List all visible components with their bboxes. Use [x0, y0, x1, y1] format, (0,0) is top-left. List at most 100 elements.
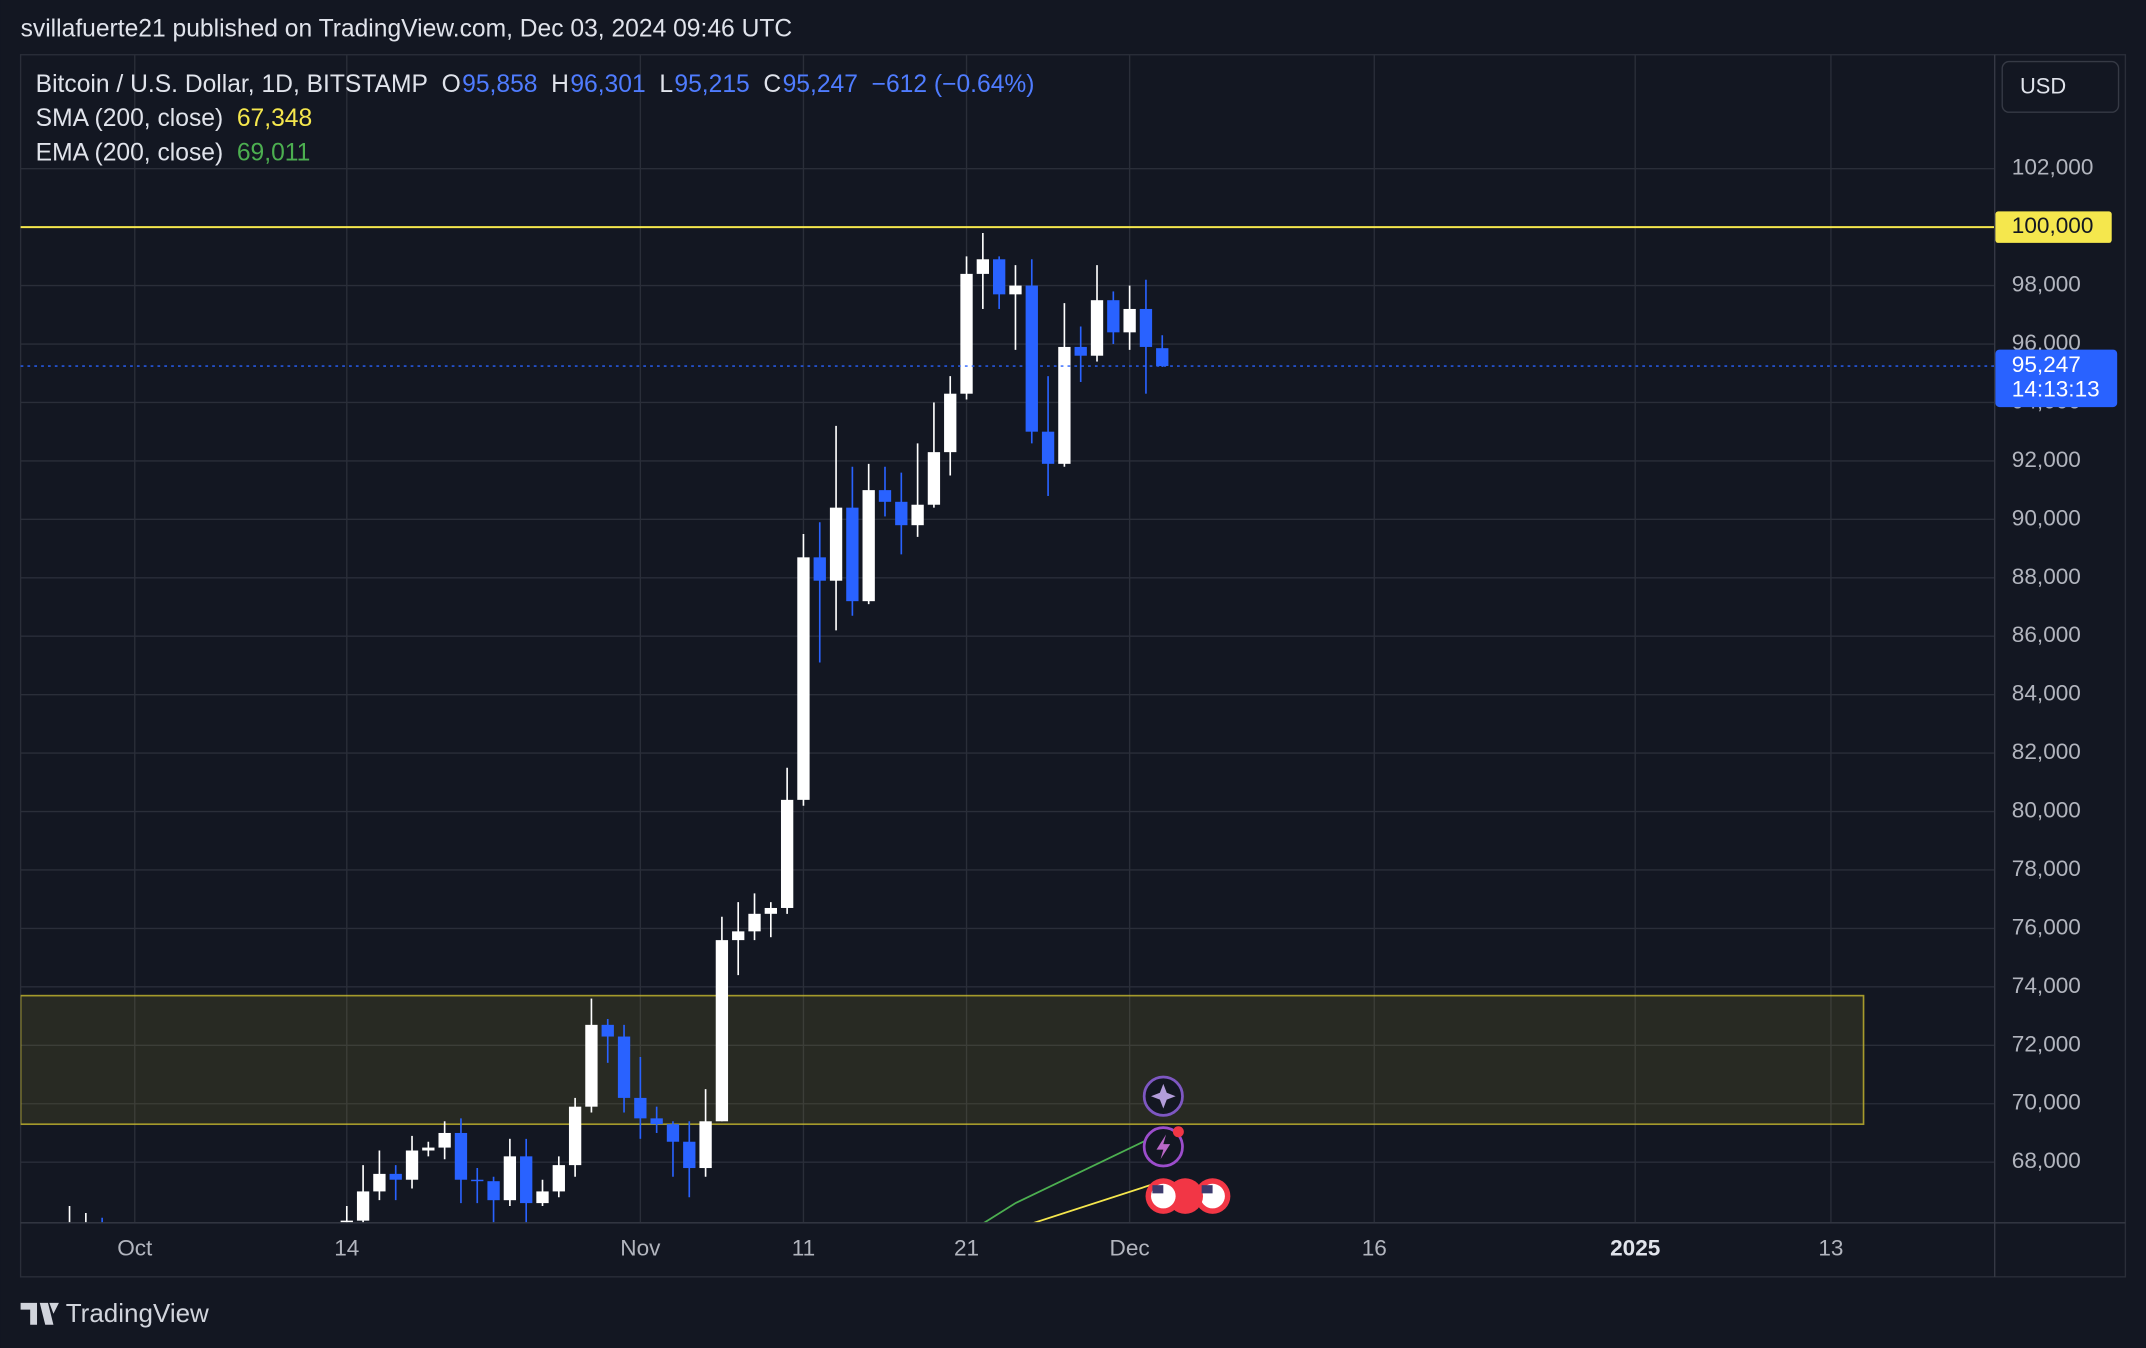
candle-body: [1123, 308, 1136, 333]
level-label: 100,000: [2012, 213, 2094, 238]
candle-body: [927, 452, 941, 505]
y-tick-label: 88,000: [2012, 564, 2081, 589]
last-price-label: 95,247: [2012, 352, 2081, 377]
countdown-label: 14:13:13: [2012, 377, 2100, 402]
x-tick-label: 11: [792, 1235, 815, 1260]
candle-body: [1041, 431, 1055, 464]
candle-body: [454, 1132, 468, 1180]
candle-body: [878, 490, 892, 502]
y-tick-label: 76,000: [2012, 914, 2081, 939]
candle-body: [862, 490, 875, 602]
chart-frame: [19, 54, 2127, 1278]
candle-body: [944, 393, 957, 453]
candle-body: [356, 1191, 370, 1221]
candle-body: [601, 1024, 614, 1037]
y-tick-label: 68,000: [2012, 1148, 2081, 1173]
y-tick-label: 74,000: [2012, 973, 2081, 998]
candle-body: [1139, 308, 1153, 347]
candle-body: [829, 507, 843, 581]
candle-body: [976, 259, 990, 274]
y-tick-label: 84,000: [2012, 681, 2081, 706]
price-change: −612 (−0.64%): [872, 70, 1035, 97]
y-tick-label: 72,000: [2012, 1031, 2081, 1056]
candle-body: [405, 1150, 419, 1180]
candle-body: [715, 940, 729, 1122]
y-tick-label: 80,000: [2012, 798, 2081, 823]
candle-body: [813, 557, 826, 581]
notification-dot: [1172, 1126, 1184, 1138]
ohlc-value: 95,858: [462, 70, 537, 97]
y-tick-label: 90,000: [2012, 505, 2081, 530]
event-icons: [1142, 1075, 1231, 1214]
indicator-legend: SMA (200, close) 67,348: [36, 105, 313, 132]
candle-body: [1074, 346, 1087, 356]
candle-body: [780, 799, 794, 908]
candle-body: [634, 1097, 647, 1119]
y-tick-label: 98,000: [2012, 272, 2081, 297]
level-label-box: [1995, 211, 2112, 243]
candle-body: [373, 1173, 386, 1192]
x-tick-label: 21: [954, 1235, 979, 1260]
legend: Bitcoin / U.S. Dollar, 1D, BITSTAMP O95,8…: [36, 70, 1035, 97]
currency-button[interactable]: [2001, 60, 2120, 113]
candle-body: [764, 907, 777, 914]
x-tick-label: 14: [334, 1235, 359, 1260]
grid: [20, 54, 1995, 1223]
candle-body: [438, 1132, 451, 1148]
axes: 68,000 70,000 72,000 74,000 76,000 78,000 80,0…: [117, 155, 2118, 1260]
candle-body: [960, 273, 973, 394]
indicator-value: 69,011: [237, 139, 311, 166]
candle-body: [340, 1220, 353, 1223]
indicator-line: [983, 1131, 1163, 1223]
x-tick-label: Dec: [1110, 1235, 1150, 1260]
symbol-title: Bitcoin / U.S. Dollar, 1D, BITSTAMP: [36, 70, 428, 97]
candle-body: [422, 1147, 435, 1151]
logo: [20, 1302, 59, 1325]
candle-body: [992, 259, 1006, 295]
candle-body: [732, 931, 745, 941]
y-tick-label: 78,000: [2012, 856, 2081, 881]
footer-brand: TradingView: [66, 1298, 209, 1328]
candle-body: [471, 1179, 484, 1182]
candle-body: [585, 1024, 598, 1107]
y-tick-label: 92,000: [2012, 447, 2081, 472]
candle-body: [520, 1156, 533, 1204]
header: svillafuerte21 published on TradingView.…: [21, 16, 793, 43]
candle-body: [552, 1165, 565, 1192]
candle-body: [1090, 300, 1104, 356]
candle-body: [797, 557, 810, 800]
candle-body: [1009, 285, 1022, 295]
candle-body: [911, 504, 924, 526]
ohlc-value: 95,215: [674, 70, 749, 97]
currency-label: USD: [2020, 73, 2066, 98]
candle-body: [683, 1141, 696, 1169]
candle-body: [617, 1036, 631, 1098]
flag-canton: [1201, 1185, 1213, 1194]
candle-body: [389, 1173, 402, 1180]
flag-canton: [1152, 1185, 1164, 1194]
y-tick-label: 86,000: [2012, 622, 2081, 647]
candle-body: [503, 1156, 517, 1201]
x-tick-label: 2025: [1610, 1235, 1660, 1260]
candle-body: [895, 501, 908, 526]
ohlc-value: 96,301: [570, 70, 645, 97]
plot-area: [20, 232, 1865, 1223]
y-tick-label: 102,000: [2012, 155, 2094, 180]
ohlc-label: H: [551, 70, 569, 97]
logo-mark: [20, 1302, 59, 1325]
x-tick-label: 13: [1818, 1235, 1843, 1260]
x-tick-label: 16: [1362, 1235, 1387, 1260]
candle-body: [568, 1106, 582, 1166]
candle-body: [1058, 346, 1071, 464]
last-price-box: [1995, 349, 2118, 408]
indicator-value: 67,348: [237, 105, 312, 132]
candle-body: [536, 1191, 549, 1204]
indicator-legend: EMA (200, close) 69,011: [36, 139, 311, 166]
candle-body: [1107, 300, 1120, 333]
ohlc-label: L: [659, 70, 673, 97]
candle-body: [666, 1124, 680, 1142]
candle-body: [1025, 285, 1038, 432]
candle-body: [846, 507, 859, 602]
indicator-name: EMA (200, close): [36, 139, 224, 166]
